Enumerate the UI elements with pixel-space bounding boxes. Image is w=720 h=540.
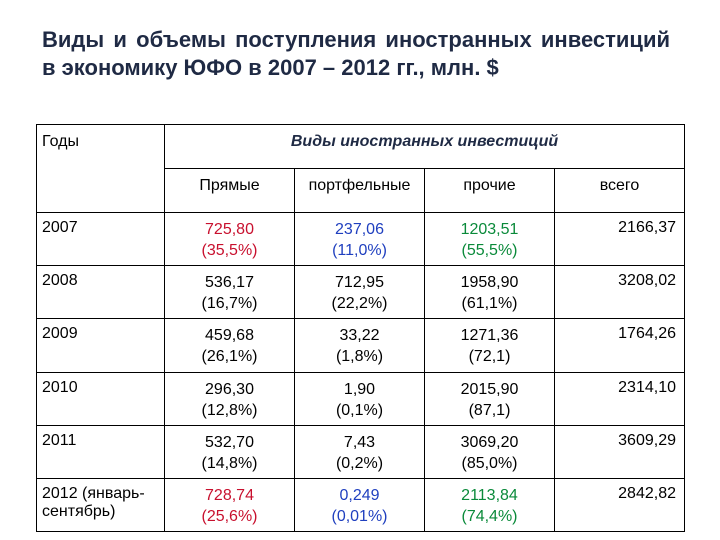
portfolio-cell: 33,22 (1,8%)	[294, 318, 425, 373]
portfolio-share: (0,01%)	[331, 507, 388, 525]
years-header: Годы	[36, 123, 165, 214]
column-header-other: прочие	[424, 168, 555, 214]
portfolio-share: (22,2%)	[331, 295, 388, 313]
portfolio-value: 7,43	[343, 433, 376, 451]
portfolio-cell: 237,06 (11,0%)	[294, 212, 425, 267]
other-value: 1271,36	[460, 327, 519, 345]
total-cell: 3208,02	[554, 265, 685, 320]
direct-share: (16,7%)	[201, 295, 258, 313]
portfolio-cell: 7,43 (0,2%)	[294, 424, 425, 479]
direct-value: 536,17	[205, 274, 254, 292]
portfolio-share: (0,1%)	[335, 401, 384, 419]
other-share: (72,1)	[468, 348, 511, 366]
total-cell: 2842,82	[554, 477, 685, 533]
other-share: (74,4%)	[461, 507, 518, 525]
portfolio-value: 1,90	[343, 380, 376, 398]
table-row: 2009 459,68 (26,1%) 33,22 (1,8%) 1271,36 (72,1…	[36, 318, 685, 373]
other-value: 1958,90	[460, 274, 519, 292]
year-cell: 2007	[36, 212, 165, 267]
portfolio-cell: 712,95 (22,2%)	[294, 265, 425, 320]
table-row: 2012 (январь-сентябрь) 728,74 (25,6%) 0,249…	[36, 477, 685, 533]
investment-types-header: Виды иностранных инвестиций	[164, 123, 685, 170]
other-value: 3069,20	[460, 433, 519, 451]
table-row: 2011 532,70 (14,8%) 7,43 (0,2%) 3069,20 (85,0%…	[36, 424, 685, 479]
direct-share: (25,6%)	[201, 507, 258, 525]
column-header-total: всего	[554, 168, 685, 214]
direct-share: (35,5%)	[201, 242, 258, 260]
direct-cell: 296,30 (12,8%)	[164, 371, 295, 426]
direct-cell: 728,74 (25,6%)	[164, 477, 295, 533]
portfolio-value: 712,95	[335, 274, 384, 292]
table-row: 2008 536,17 (16,7%) 712,95 (22,2%) 1958,90 (61…	[36, 265, 685, 320]
other-share: (55,5%)	[461, 242, 518, 260]
portfolio-cell: 0,249 (0,01%)	[294, 477, 425, 533]
subheader-row: Прямые портфельные прочие всего	[37, 168, 685, 214]
direct-cell: 459,68 (26,1%)	[164, 318, 295, 373]
other-cell: 2015,90 (87,1)	[424, 371, 555, 426]
direct-value: 725,80	[205, 221, 254, 239]
year-cell: 2011	[36, 424, 165, 479]
direct-cell: 536,17 (16,7%)	[164, 265, 295, 320]
other-value: 2113,84	[461, 486, 518, 504]
other-value: 2015,90	[460, 380, 519, 398]
direct-share: (26,1%)	[201, 348, 258, 366]
column-header-portfolio: портфельные	[294, 168, 425, 214]
other-share: (87,1)	[468, 401, 511, 419]
table-row: 2010 296,30 (12,8%) 1,90 (0,1%) 2015,90 (87,1)…	[36, 371, 685, 426]
direct-share: (12,8%)	[201, 401, 258, 419]
portfolio-share: (0,2%)	[335, 454, 384, 472]
other-cell: 1958,90 (61,1%)	[424, 265, 555, 320]
portfolio-share: (11,0%)	[332, 242, 387, 260]
portfolio-value: 237,06	[335, 221, 384, 239]
direct-value: 728,74	[205, 486, 254, 504]
direct-value: 459,68	[205, 327, 254, 345]
total-cell: 1764,26	[554, 318, 685, 373]
portfolio-share: (1,8%)	[335, 348, 384, 366]
investment-table: Годы Виды иностранных инвестиций Прямые …	[36, 123, 685, 533]
direct-value: 296,30	[205, 380, 254, 398]
year-cell: 2009	[36, 318, 165, 373]
direct-value: 532,70	[205, 433, 254, 451]
total-cell: 3609,29	[554, 424, 685, 479]
other-cell: 2113,84 (74,4%)	[424, 477, 555, 533]
year-cell: 2012 (январь-сентябрь)	[36, 477, 165, 533]
other-share: (61,1%)	[461, 295, 518, 313]
portfolio-cell: 1,90 (0,1%)	[294, 371, 425, 426]
direct-cell: 725,80 (35,5%)	[164, 212, 295, 267]
other-value: 1203,51	[460, 221, 519, 239]
portfolio-value: 33,22	[339, 327, 380, 345]
direct-cell: 532,70 (14,8%)	[164, 424, 295, 479]
table-row: 2007 725,80 (35,5%) 237,06 (11,0%) 1203,51 (55…	[36, 212, 685, 267]
total-cell: 2166,37	[554, 212, 685, 267]
direct-share: (14,8%)	[201, 454, 258, 472]
column-header-direct: Прямые	[164, 168, 295, 214]
portfolio-value: 0,249	[339, 486, 380, 504]
other-cell: 3069,20 (85,0%)	[424, 424, 555, 479]
other-cell: 1271,36 (72,1)	[424, 318, 555, 373]
other-share: (85,0%)	[461, 454, 518, 472]
total-cell: 2314,10	[554, 371, 685, 426]
year-cell: 2010	[36, 371, 165, 426]
page-title: Виды и объемы поступления иностранных ин…	[42, 27, 670, 80]
other-cell: 1203,51 (55,5%)	[424, 212, 555, 267]
year-cell: 2008	[36, 265, 165, 320]
